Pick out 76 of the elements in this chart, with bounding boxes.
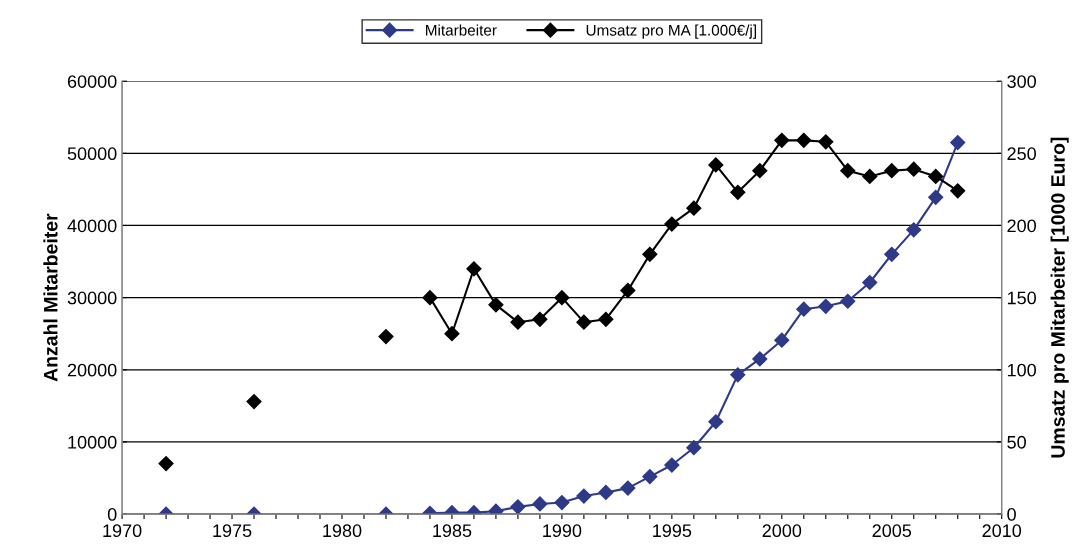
y2-tick-label: 100 <box>1007 363 1036 377</box>
point <box>884 163 900 179</box>
point <box>774 132 790 148</box>
point <box>642 468 658 485</box>
point <box>708 157 724 173</box>
point <box>554 494 570 511</box>
point <box>730 184 746 200</box>
point <box>620 480 636 496</box>
y-tick-label: 60000 <box>67 75 117 88</box>
point <box>840 293 856 309</box>
point <box>642 246 658 262</box>
y-axis-title: Anzahl Mitarbeiter <box>43 213 58 382</box>
legend-label: Umsatz pro MA [1.000€/j] <box>586 24 756 39</box>
y2-tick-label: 200 <box>1007 219 1036 233</box>
point <box>752 163 768 179</box>
point <box>928 189 944 205</box>
y-tick-label: 0 <box>107 508 117 521</box>
point <box>488 297 504 313</box>
point <box>466 261 482 277</box>
point <box>950 134 966 151</box>
x-tick-label: 2000 <box>762 524 802 538</box>
y2-tick-label: 250 <box>1007 147 1036 161</box>
x-tick-label: 1995 <box>653 524 692 538</box>
y2-axis-title: Umsatz pro Mitarbeiter [1000 Euro] <box>1050 137 1069 458</box>
point <box>686 440 702 456</box>
point <box>158 456 174 472</box>
point <box>884 246 900 262</box>
point <box>708 414 724 430</box>
y-tick-label: 20000 <box>67 363 117 377</box>
point <box>664 457 680 473</box>
point <box>510 314 526 330</box>
y2-tick-label: 150 <box>1007 291 1036 305</box>
point <box>928 168 944 185</box>
point <box>598 484 614 501</box>
y-tick-label: 50000 <box>67 147 117 161</box>
point <box>378 329 394 345</box>
point <box>796 301 812 317</box>
x-tick-label: 1990 <box>543 524 582 538</box>
point <box>664 216 680 232</box>
y2-tick-label: 50 <box>1007 435 1026 449</box>
point <box>686 200 702 216</box>
point <box>862 168 878 185</box>
point <box>510 499 526 515</box>
point <box>950 183 966 199</box>
x-tick-label: 1985 <box>433 524 472 538</box>
point <box>730 367 746 383</box>
x-tick-label: 1980 <box>323 524 362 538</box>
point <box>422 290 438 306</box>
point <box>906 161 922 177</box>
point <box>554 290 570 306</box>
x-tick-label: 1975 <box>213 524 252 538</box>
point <box>906 222 922 238</box>
point <box>598 311 614 327</box>
y2-tick-label: 300 <box>1007 75 1036 88</box>
y-tick-label: 30000 <box>67 291 117 305</box>
point <box>818 298 834 314</box>
point <box>862 274 878 291</box>
y-tick-label: 40000 <box>67 219 117 233</box>
point <box>620 282 636 298</box>
point <box>532 311 548 327</box>
point <box>818 134 834 150</box>
x-tick-label: 1970 <box>103 524 142 538</box>
point <box>532 496 548 512</box>
point <box>752 351 768 367</box>
x-tick-label: 2010 <box>982 524 1022 538</box>
point <box>576 488 592 504</box>
legend-label: Mitarbeiter <box>426 24 497 36</box>
point <box>796 132 812 148</box>
point <box>840 163 856 179</box>
point <box>576 314 592 330</box>
point <box>444 326 460 342</box>
y-tick-label: 10000 <box>68 435 117 449</box>
y2-tick-label: 0 <box>1007 508 1016 521</box>
point <box>774 332 790 348</box>
point <box>246 393 262 410</box>
x-tick-label: 2005 <box>872 524 912 538</box>
